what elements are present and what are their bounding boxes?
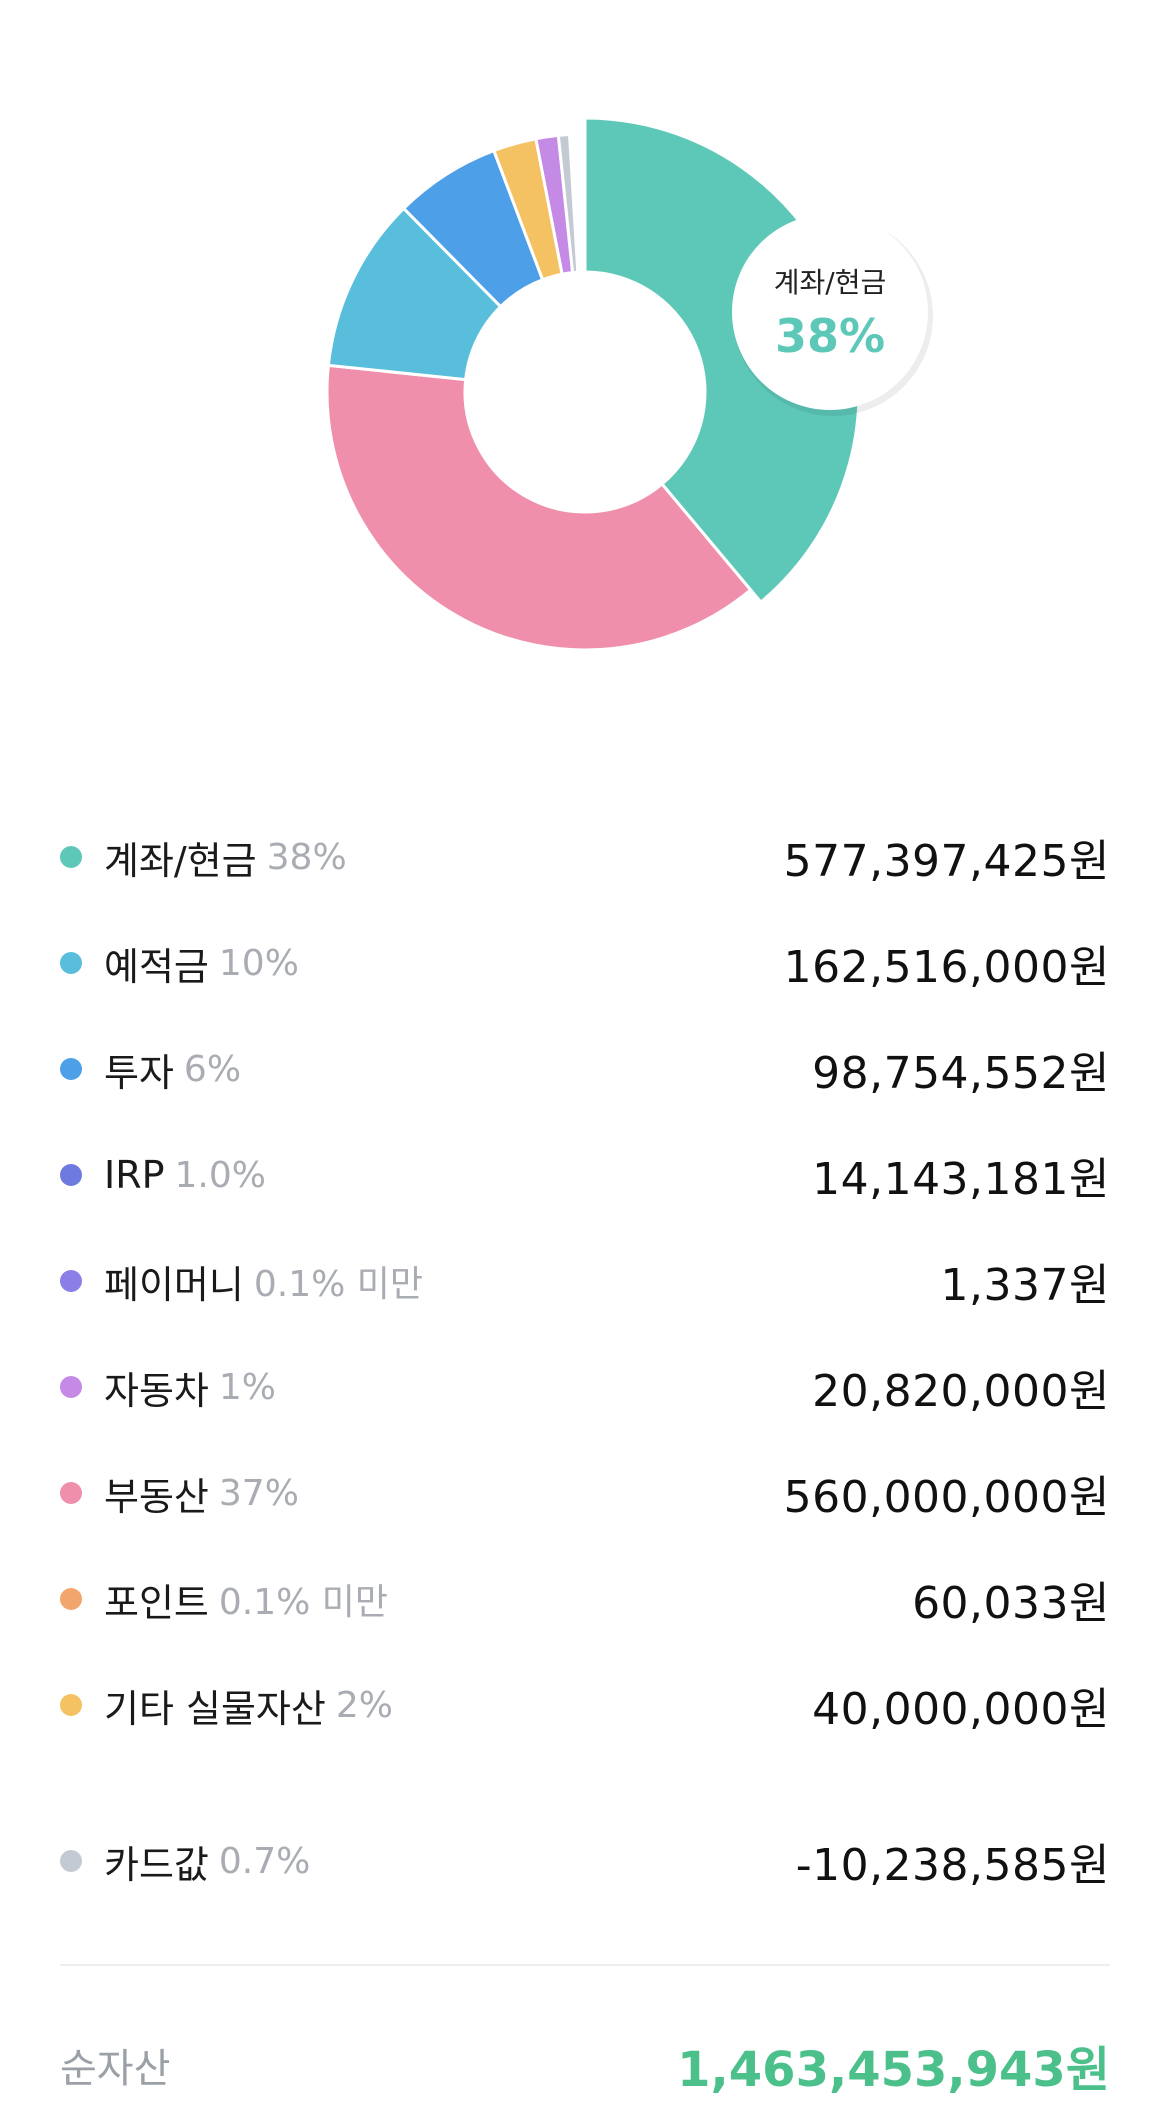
legend-percent: 10% bbox=[218, 942, 299, 984]
legend-dot bbox=[60, 1270, 82, 1292]
legend-dot bbox=[60, 1482, 82, 1504]
legend-amount: 560,000,000원 bbox=[783, 1472, 1110, 1523]
highlight-callout: 계좌/현금 38% bbox=[732, 214, 933, 416]
legend-amount: 60,033원 bbox=[912, 1578, 1110, 1629]
legend-name: 예적금 bbox=[104, 944, 209, 989]
legend-dot bbox=[60, 846, 82, 868]
legend-row-investment[interactable]: 투자 6% 98,754,552원 bbox=[60, 1039, 1110, 1099]
legend-dot bbox=[60, 952, 82, 974]
legend-name: 포인트 bbox=[104, 1580, 209, 1625]
legend-amount: -10,238,585원 bbox=[795, 1840, 1110, 1891]
net-assets-label: 순자산 bbox=[60, 2046, 171, 2092]
callout-percent: 38% bbox=[775, 309, 885, 363]
net-assets-row: 순자산 1,463,453,943원 bbox=[60, 2030, 1110, 2100]
divider bbox=[60, 1964, 1110, 1966]
donut-slice-6[interactable] bbox=[325, 363, 753, 652]
legend-name: 자동차 bbox=[104, 1368, 209, 1413]
legend-amount: 40,000,000원 bbox=[812, 1684, 1110, 1735]
legend-name: 페이머니 bbox=[104, 1262, 244, 1307]
legend-name: 계좌/현금 bbox=[104, 838, 257, 883]
legend-percent: 1% bbox=[218, 1366, 277, 1408]
legend-amount: 577,397,425원 bbox=[783, 836, 1110, 887]
donut-chart-svg: 계좌/현금 38% bbox=[325, 116, 933, 652]
legend-row-irp[interactable]: IRP 1.0% 14,143,181원 bbox=[60, 1145, 1110, 1205]
legend-row-points[interactable]: 포인트 0.1% 미만 60,033원 bbox=[60, 1569, 1110, 1629]
legend-name: IRP bbox=[104, 1153, 165, 1197]
legend-name: 부동산 bbox=[104, 1474, 209, 1519]
legend-dot bbox=[60, 1694, 82, 1716]
callout-bubble bbox=[732, 214, 928, 410]
legend-dot bbox=[60, 1164, 82, 1186]
legend-dot bbox=[60, 1588, 82, 1610]
legend-percent: 6% bbox=[183, 1048, 242, 1090]
legend-row-other-physical-assets[interactable]: 기타 실물자산 2% 40,000,000원 bbox=[60, 1675, 1110, 1735]
legend-amount: 98,754,552원 bbox=[812, 1048, 1110, 1099]
legend-dot bbox=[60, 1850, 82, 1872]
net-assets-value: 1,463,453,943원 bbox=[677, 2042, 1110, 2098]
legend-row-card-bill[interactable]: 카드값 0.7% -10,238,585원 bbox=[60, 1831, 1110, 1891]
legend-percent: 2% bbox=[335, 1684, 393, 1726]
legend-amount: 1,337원 bbox=[940, 1260, 1110, 1311]
legend-name: 투자 bbox=[104, 1050, 174, 1095]
legend-percent: 0.7% bbox=[218, 1840, 311, 1882]
legend-percent: 0.1% 미만 bbox=[218, 1582, 389, 1623]
legend-row-paymoney[interactable]: 페이머니 0.1% 미만 1,337원 bbox=[60, 1251, 1110, 1311]
legend-amount: 14,143,181원 bbox=[812, 1154, 1110, 1205]
legend-row-real-estate[interactable]: 부동산 37% 560,000,000원 bbox=[60, 1463, 1110, 1523]
legend-dot bbox=[60, 1058, 82, 1080]
legend-name: 카드값 bbox=[104, 1842, 209, 1887]
legend-row-car[interactable]: 자동차 1% 20,820,000원 bbox=[60, 1357, 1110, 1417]
legend-row-savings[interactable]: 예적금 10% 162,516,000원 bbox=[60, 933, 1110, 993]
legend-amount: 162,516,000원 bbox=[783, 942, 1110, 993]
donut-chart: 계좌/현금 38% bbox=[0, 0, 1170, 700]
legend-percent: 38% bbox=[266, 836, 347, 878]
legend-row-account-cash[interactable]: 계좌/현금 38% 577,397,425원 bbox=[60, 827, 1110, 887]
legend-percent: 1.0% bbox=[174, 1154, 266, 1196]
legend-percent: 37% bbox=[218, 1472, 299, 1514]
legend-percent: 0.1% 미만 bbox=[253, 1264, 423, 1305]
callout-name: 계좌/현금 bbox=[774, 266, 886, 299]
donut-slice-9[interactable] bbox=[556, 132, 580, 275]
legend-amount: 20,820,000원 bbox=[812, 1366, 1110, 1417]
legend-dot bbox=[60, 1376, 82, 1398]
legend-name: 기타 실물자산 bbox=[104, 1686, 326, 1731]
